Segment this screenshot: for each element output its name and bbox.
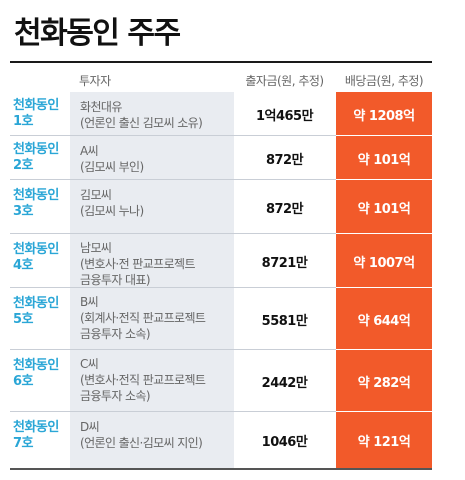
investment-value: 1046만 [234, 412, 335, 468]
row-divider [336, 349, 432, 350]
title-divider [10, 61, 432, 63]
investment-value: 1억465만 [234, 92, 335, 136]
table-row: 천화동인 3호 김모씨 (김모씨 누나) 872만 약 101억 [10, 180, 432, 234]
row-divider [336, 179, 432, 180]
dividend-value: 약 644억 [336, 288, 432, 350]
investment-value: 872만 [234, 136, 335, 180]
investor-line: (언론인 출신·김모씨 지인) [80, 436, 203, 450]
investor-line: C씨 [80, 357, 99, 371]
table-row: 천화동인 2호 A씨 (김모씨 부인) 872만 약 101억 [10, 136, 432, 180]
row-label-line: 천화동인 [13, 296, 59, 311]
investor-line: (회계사·전직 판교프로젝트 [80, 311, 206, 325]
row-label-line: 4호 [13, 258, 34, 273]
investment-value: 8721만 [234, 234, 335, 288]
row-label-line: 7호 [13, 436, 34, 451]
investor-cell: A씨 (김모씨 부인) [70, 136, 234, 180]
page-title: 천화동인 주주 [14, 16, 181, 51]
row-label-line: 천화동인 [13, 358, 59, 373]
investor-cell: D씨 (언론인 출신·김모씨 지인) [70, 412, 234, 468]
row-label: 천화동인 3호 [13, 188, 59, 220]
row-label-line: 천화동인 [13, 98, 59, 113]
table-row: 천화동인 7호 D씨 (언론인 출신·김모씨 지인) 1046만 약 121억 [10, 412, 432, 468]
investor-line: 금융투자 대표) [80, 273, 151, 287]
row-divider [10, 233, 336, 234]
row-label: 천화동인 6호 [13, 358, 59, 390]
investment-value: 872만 [234, 180, 335, 234]
row-label: 천화동인 5호 [13, 296, 59, 328]
investor-cell: 화천대유 (언론인 출신 김모씨 소유) [70, 92, 234, 136]
row-label-line: 천화동인 [13, 188, 59, 203]
row-label-line: 천화동인 [13, 142, 59, 157]
row-label: 천화동인 2호 [13, 142, 59, 174]
investor-line: 금융투자 소속) [80, 327, 151, 341]
table-row: 천화동인 1호 화천대유 (언론인 출신 김모씨 소유) 1억465만 약 1208억 [10, 92, 432, 136]
investor-line: 화천대유 [80, 100, 122, 114]
row-divider [10, 135, 336, 136]
investment-value: 2442만 [234, 350, 335, 412]
dividend-value: 약 101억 [336, 136, 432, 180]
row-label-line: 천화동인 [13, 420, 59, 435]
row-divider [336, 411, 432, 412]
row-label-line: 2호 [13, 158, 34, 173]
header-investment: 출자금(원, 추정) [245, 74, 324, 88]
investor-line: (김모씨 부인) [80, 160, 144, 174]
row-label-line: 천화동인 [13, 242, 59, 257]
dividend-value: 약 121억 [336, 412, 432, 468]
row-divider [10, 287, 336, 288]
row-label-line: 3호 [13, 204, 34, 219]
row-divider [10, 349, 336, 350]
dividend-value: 약 1007억 [336, 234, 432, 288]
dividend-value: 약 101억 [336, 180, 432, 234]
row-divider [336, 135, 432, 136]
investor-line: (변호사·전 판교프로젝트 [80, 257, 196, 271]
investor-line: (김모씨 누나) [80, 204, 144, 218]
investor-line: A씨 [80, 144, 99, 158]
investor-line: 금융투자 소속) [80, 389, 151, 403]
table-header: 투자자 출자금(원, 추정) 배당금(원, 추정) [0, 66, 465, 92]
investor-cell: 김모씨 (김모씨 누나) [70, 180, 234, 234]
header-investor: 투자자 [79, 74, 111, 88]
investor-line: 김모씨 [80, 188, 112, 202]
row-divider [10, 179, 336, 180]
row-label-line: 1호 [13, 114, 34, 129]
investor-line: (언론인 출신 김모씨 소유) [80, 116, 203, 130]
row-label-line: 5호 [13, 312, 34, 327]
dividend-value: 약 1208억 [336, 92, 432, 136]
dividend-value: 약 282억 [336, 350, 432, 412]
row-label: 천화동인 7호 [13, 420, 59, 452]
row-divider [10, 411, 336, 412]
investment-value: 5581만 [234, 288, 335, 350]
investor-line: 남모씨 [80, 241, 112, 255]
investor-line: D씨 [80, 420, 100, 434]
row-label: 천화동인 4호 [13, 242, 59, 274]
row-label-line: 6호 [13, 374, 34, 389]
row-divider [336, 233, 432, 234]
investor-line: B씨 [80, 295, 99, 309]
investor-line: (변호사·전직 판교프로젝트 [80, 373, 206, 387]
row-divider [336, 287, 432, 288]
header-dividend: 배당금(원, 추정) [344, 74, 424, 88]
row-label: 천화동인 1호 [13, 98, 59, 130]
table-bottom-rule [10, 468, 432, 470]
